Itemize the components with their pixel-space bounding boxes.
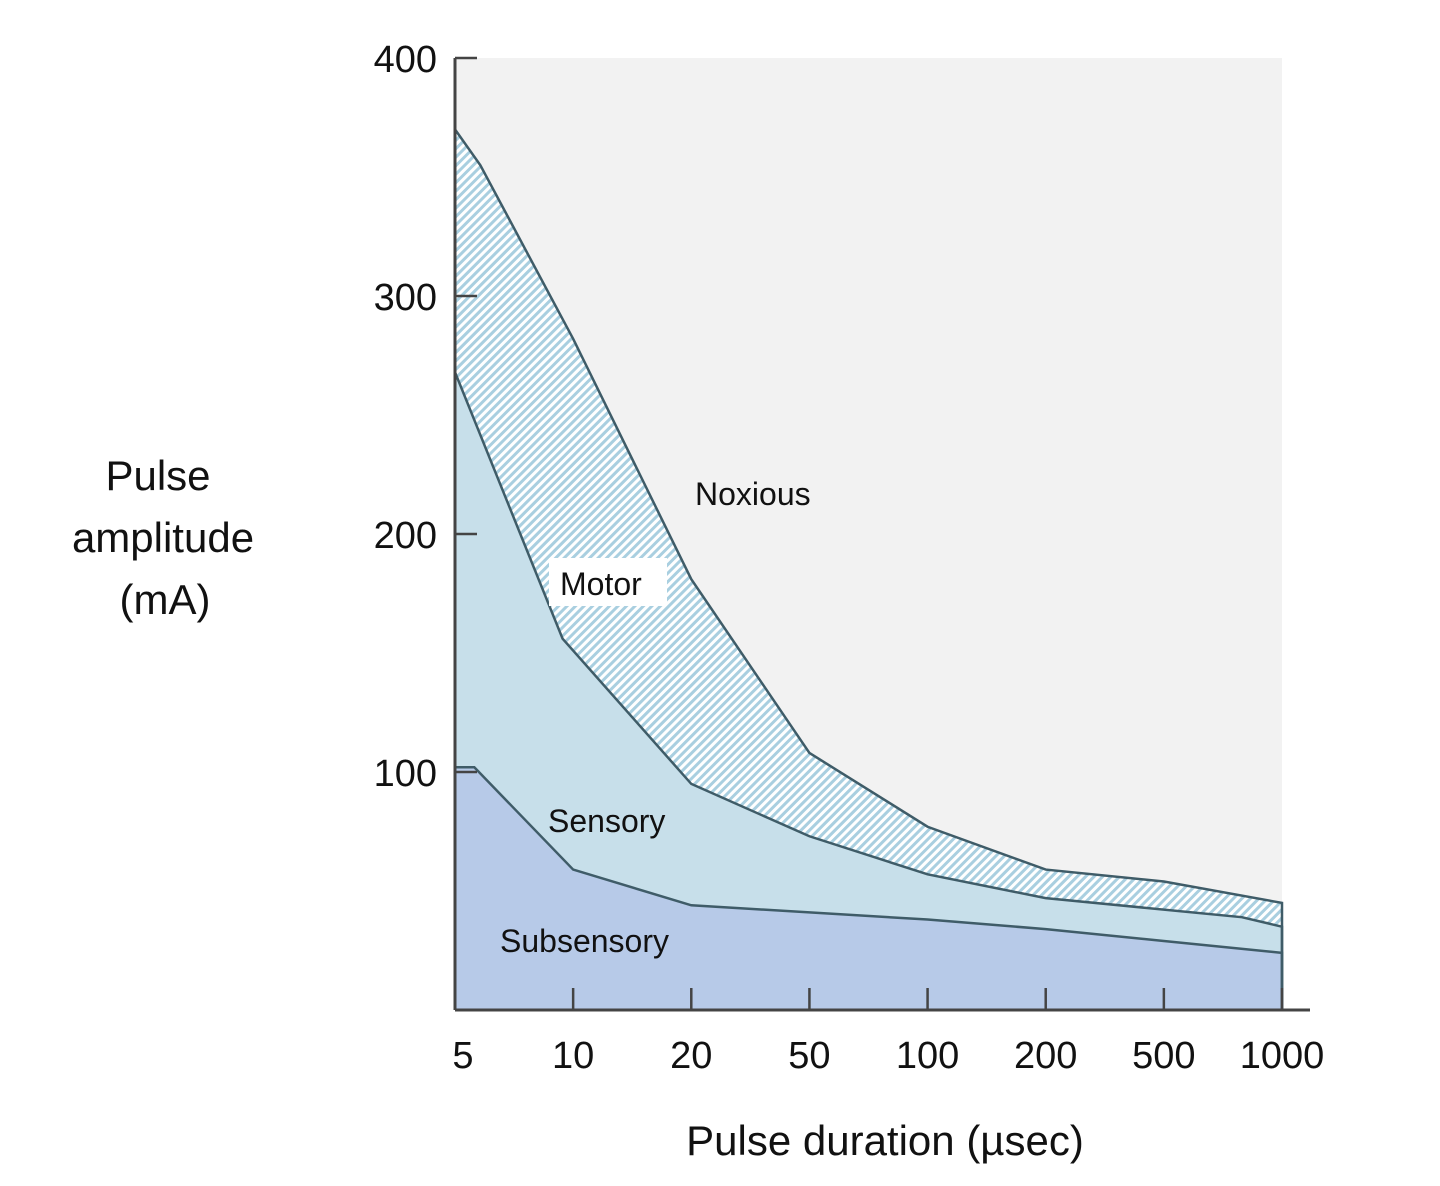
x-tick-label: 10 bbox=[552, 1035, 594, 1077]
area-subsensory bbox=[455, 767, 1282, 1010]
x-axis-title: Pulse duration (µsec) bbox=[686, 1117, 1084, 1164]
y-tick-label: 200 bbox=[374, 515, 437, 557]
x-tick-label: 50 bbox=[788, 1035, 830, 1077]
x-tick-label: 1000 bbox=[1240, 1035, 1325, 1077]
x-tick-label: 5 bbox=[452, 1035, 473, 1077]
region-label-motor: Motor bbox=[560, 566, 642, 602]
boundary-noxious_threshold bbox=[453, 128, 1284, 1010]
x-tick-label: 200 bbox=[1014, 1035, 1077, 1077]
x-tick-label: 20 bbox=[670, 1035, 712, 1077]
y-axis-title-line-1: Pulse bbox=[105, 452, 210, 499]
y-tick-label: 400 bbox=[374, 39, 437, 81]
region-label-subsensory: Subsensory bbox=[500, 923, 669, 959]
area-sensory bbox=[455, 372, 1282, 1010]
y-tick-label: 100 bbox=[374, 753, 437, 795]
boundary-sensory_threshold bbox=[455, 765, 1284, 1010]
region-label-noxious: Noxious bbox=[695, 476, 811, 512]
x-tick-label: 500 bbox=[1132, 1035, 1195, 1077]
region-label-sensory: Sensory bbox=[548, 803, 665, 839]
y-axis-title-line-3: (mA) bbox=[120, 576, 211, 623]
x-tick-label: 100 bbox=[896, 1035, 959, 1077]
boundary-motor_threshold bbox=[453, 371, 1284, 1010]
motor-label-box bbox=[549, 558, 667, 606]
y-axis-title-line-2: amplitude bbox=[72, 514, 254, 561]
y-tick-label: 300 bbox=[374, 277, 437, 319]
